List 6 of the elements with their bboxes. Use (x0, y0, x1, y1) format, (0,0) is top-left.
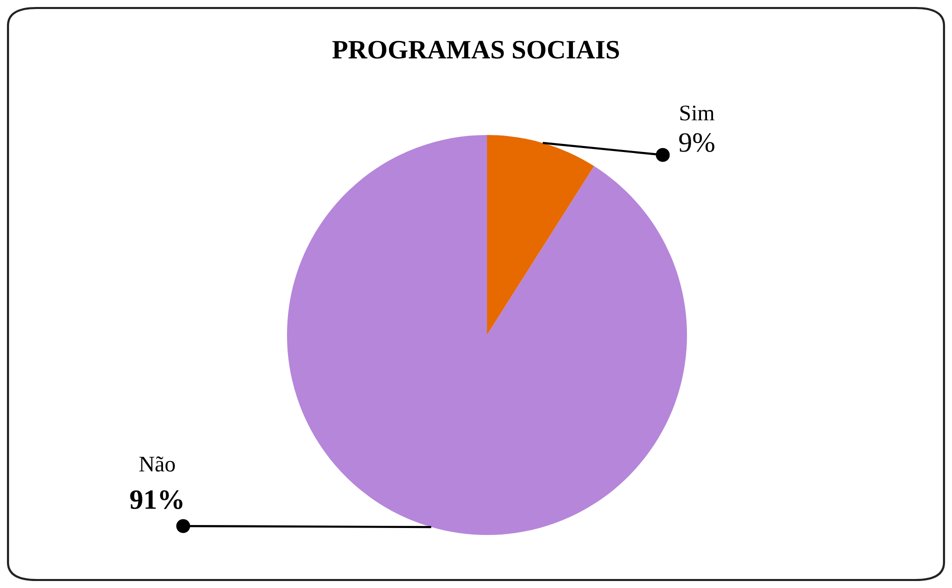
data-label: 9% (679, 133, 714, 152)
data-label: 91% (130, 490, 182, 510)
slice-label: Não (139, 456, 175, 472)
pie-slice (487, 135, 594, 335)
slice-label: Sim (680, 106, 714, 121)
chart-title: PROGRAMAS SOCIAIS (332, 40, 619, 59)
